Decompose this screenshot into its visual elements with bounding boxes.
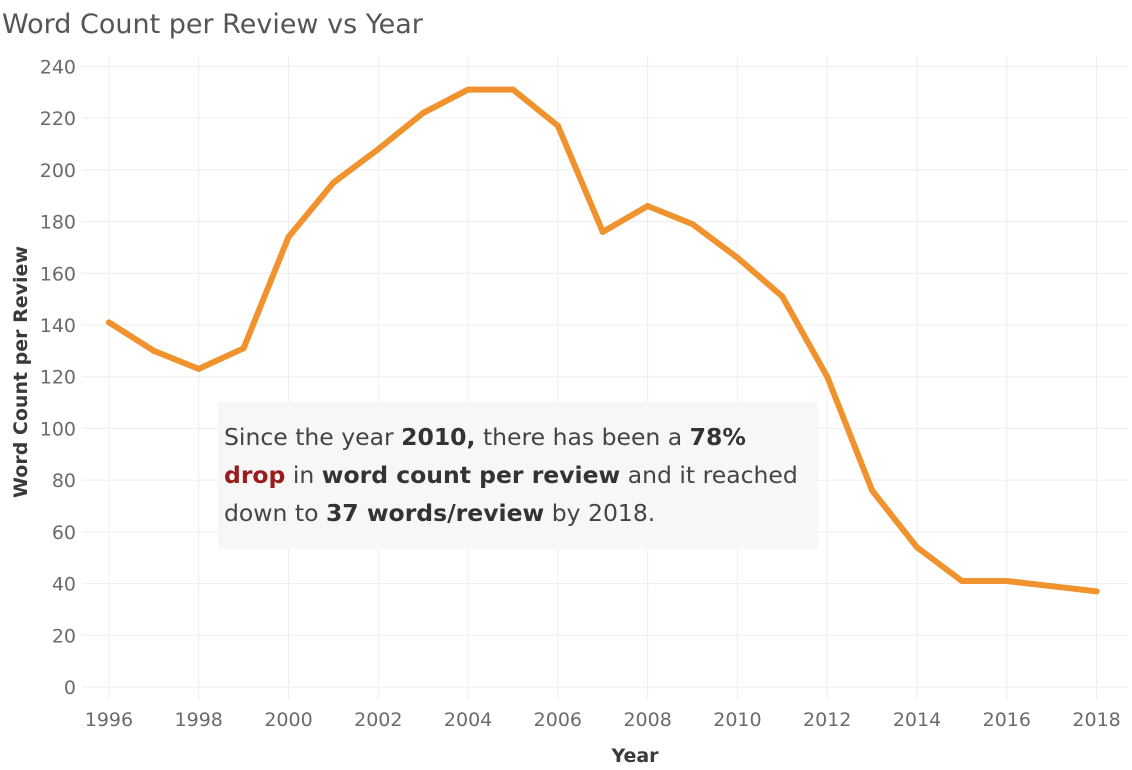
data-point: [375, 146, 382, 153]
x-tick-label: 1996: [85, 709, 133, 731]
data-point: [509, 86, 516, 93]
y-tick-label: 40: [52, 574, 76, 596]
annotation-metric: word count per review: [321, 461, 621, 489]
y-tick-label: 200: [40, 160, 76, 182]
data-point: [240, 345, 247, 352]
annotation-text: Since the year: [224, 423, 402, 451]
y-axis-label: Word Count per Review: [10, 246, 32, 498]
y-tick-label: 220: [40, 108, 76, 130]
data-point: [150, 347, 157, 354]
annotation-text: in: [285, 461, 322, 489]
annotation-text: there has been a: [475, 423, 690, 451]
x-tick-label: 2000: [264, 709, 312, 731]
x-tick-label: 2010: [713, 709, 761, 731]
x-tick-label: 2002: [354, 709, 402, 731]
x-tick-label: 2008: [623, 709, 671, 731]
x-tick-label: 2016: [983, 709, 1031, 731]
chart-title: Word Count per Review vs Year: [2, 9, 424, 40]
x-tick-label: 2004: [444, 709, 492, 731]
series-group: [105, 86, 1100, 595]
data-point: [779, 293, 786, 300]
data-point: [689, 221, 696, 228]
y-tick-label: 160: [40, 263, 76, 285]
data-point: [330, 179, 337, 186]
data-point: [195, 365, 202, 372]
data-point: [465, 86, 472, 93]
data-point: [824, 373, 831, 380]
y-tick-label: 140: [40, 315, 76, 337]
y-tick-label: 80: [52, 470, 76, 492]
y-tick-label: 20: [52, 625, 76, 647]
y-tick-label: 240: [40, 56, 76, 78]
annotation-final-value: 37 words/review: [325, 499, 545, 527]
x-tick-label: 2012: [803, 709, 851, 731]
annotation-text: by 2018.: [544, 499, 656, 527]
data-point: [958, 578, 965, 585]
x-axis-label: Year: [610, 745, 659, 767]
data-point: [914, 544, 921, 551]
data-point: [1003, 578, 1010, 585]
data-point: [869, 487, 876, 494]
y-tick-label: 0: [64, 677, 76, 699]
annotation-percent: 78%: [689, 423, 746, 451]
y-tick-label: 120: [40, 367, 76, 389]
x-tick-label: 1998: [175, 709, 223, 731]
y-tick-label: 60: [52, 522, 76, 544]
x-axis: 1996 1998 2000 2002 2004 2006 2008 2010 2012 2014…: [85, 709, 1121, 731]
data-point: [554, 122, 561, 129]
data-point: [734, 254, 741, 261]
grid: [82, 56, 1128, 700]
x-tick-label: 2018: [1072, 709, 1120, 731]
data-point: [285, 234, 292, 241]
data-point: [420, 109, 427, 116]
data-point: [644, 203, 651, 210]
annotation-box: Since the year 2010, there has been a 78…: [218, 402, 818, 549]
annotation-drop: drop: [224, 461, 286, 489]
data-point: [1048, 583, 1055, 590]
data-point: [599, 228, 606, 235]
y-tick-label: 100: [40, 418, 76, 440]
x-tick-label: 2006: [534, 709, 582, 731]
y-tick-label: 180: [40, 212, 76, 234]
x-tick-label: 2014: [893, 709, 941, 731]
data-point: [105, 319, 112, 326]
y-axis: 0 20 40 60 80 100 120 140 160 180 200 220 240: [40, 56, 76, 699]
data-point: [1093, 588, 1100, 595]
annotation-text: and it reached down to: [224, 461, 798, 527]
annotation-year: 2010,: [401, 423, 476, 451]
